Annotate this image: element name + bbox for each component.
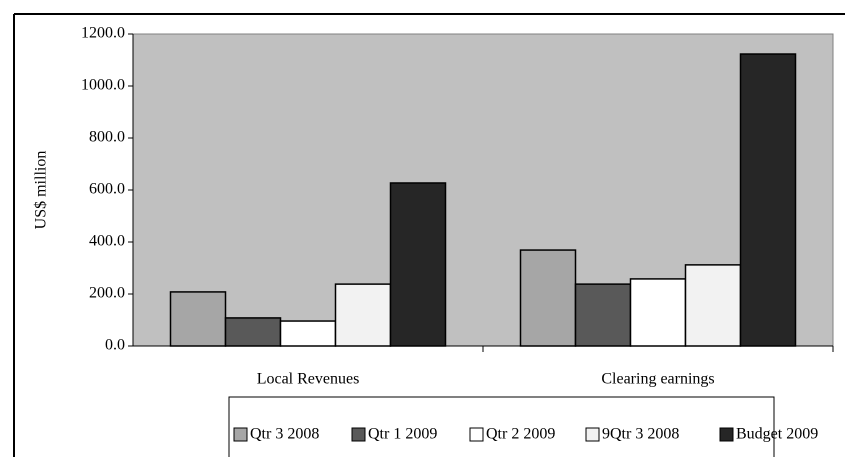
y-tick-label: 1000.0 [81, 77, 125, 94]
legend-label: Budget 2009 [736, 426, 818, 443]
y-tick-label: 0.0 [105, 337, 125, 354]
legend-swatch [233, 427, 248, 442]
legend-label: 9Qtr 3 2008 [602, 426, 679, 443]
bar [574, 283, 632, 347]
legend-box [228, 396, 775, 457]
bar [519, 249, 577, 347]
y-tick-label: 800.0 [89, 129, 125, 146]
legend-swatch [585, 427, 600, 442]
legend-label: Qtr 2 2009 [486, 426, 555, 443]
y-axis-label: US$ million [33, 151, 50, 230]
bar [169, 291, 227, 347]
x-tick-label: Clearing earnings [601, 371, 714, 388]
x-tick-label: Local Revenues [257, 371, 360, 388]
bar [739, 53, 797, 347]
bar [279, 320, 337, 347]
bar [684, 264, 742, 347]
legend-label: Qtr 3 2008 [250, 426, 319, 443]
bar [224, 317, 282, 347]
legend-swatch [719, 427, 734, 442]
bar [629, 278, 687, 347]
bar [389, 182, 447, 347]
bar [334, 283, 392, 347]
legend-swatch [351, 427, 366, 442]
legend-swatch [469, 427, 484, 442]
y-tick-label: 600.0 [89, 181, 125, 198]
legend-label: Qtr 1 2009 [368, 426, 437, 443]
y-tick-label: 200.0 [89, 285, 125, 302]
y-tick-label: 1200.0 [81, 25, 125, 42]
y-tick-label: 400.0 [89, 233, 125, 250]
